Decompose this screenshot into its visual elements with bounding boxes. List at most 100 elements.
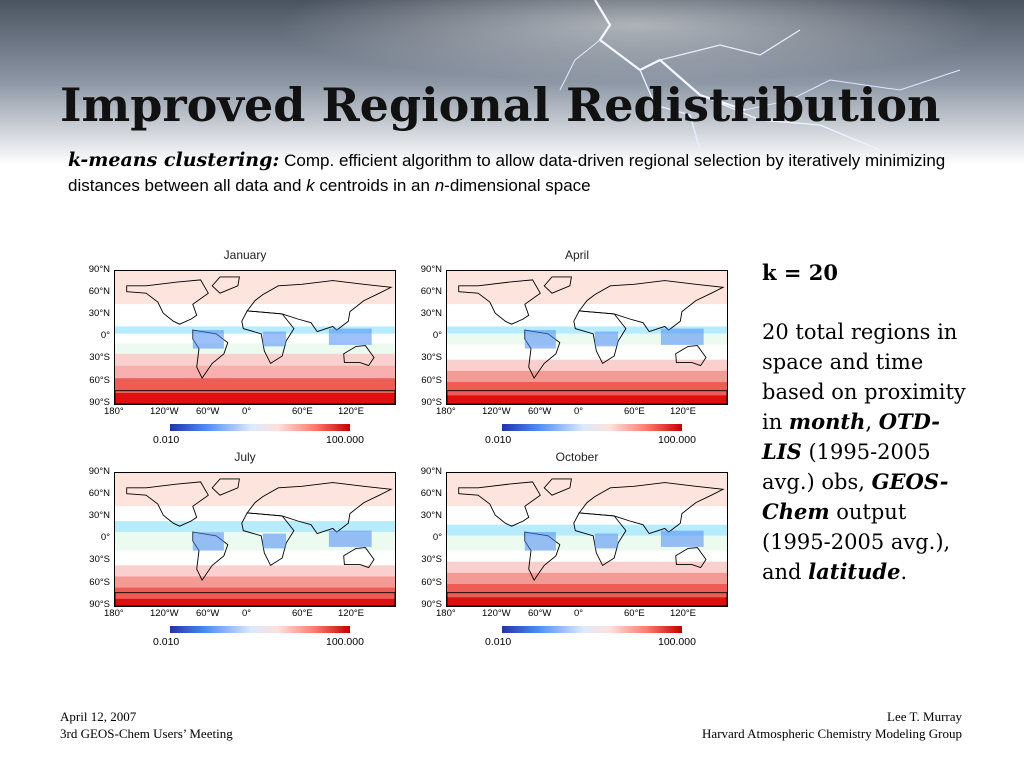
side-text-4: output (1995-2005 avg.), and: [762, 500, 951, 584]
latitude-tick-label: 30°S: [421, 554, 442, 565]
tropical-cluster: [594, 331, 619, 347]
colorbar: [170, 424, 350, 431]
footer-group: Harvard Atmospheric Chemistry Modeling G…: [702, 726, 962, 741]
latitude-band: [447, 381, 727, 396]
subtitle-text-3: -dimensional space: [444, 176, 591, 195]
latitude-band: [447, 370, 727, 382]
latitude-band: [447, 326, 727, 334]
cluster-map: [114, 472, 396, 607]
latitude-band: [115, 550, 395, 566]
longitude-tick-label: 0°: [242, 608, 252, 619]
latitude-band: [115, 343, 395, 354]
latitude-band: [447, 524, 727, 536]
cluster-map: [446, 270, 728, 405]
latitude-tick-label: 0°: [432, 330, 442, 341]
colorbar: [502, 424, 682, 431]
latitude-band: [115, 333, 395, 344]
continent-outline: [543, 478, 572, 496]
side-geos-chem: GEOS-Chem: [762, 469, 949, 524]
latitude-tick-label: 60°S: [89, 577, 110, 588]
longitude-tick-label: 0°: [574, 406, 584, 417]
tropical-cluster: [594, 533, 619, 549]
longitude-tick-label: 120°W: [150, 608, 179, 619]
colorbar-max-label: 100.000: [326, 434, 364, 446]
longitude-tick-label: 180°: [436, 406, 456, 417]
colorbar-min-label: 0.010: [153, 636, 180, 648]
map-panel-october: October 90°N 60°N 30°N 0° 30°S 60°S 90°S 180° 120…: [412, 450, 742, 655]
latitude-band: [115, 353, 395, 366]
longitude-tick-label: 180°: [104, 608, 124, 619]
latitude-tick-label: 90°S: [421, 397, 442, 408]
longitude-tick-label: 120°E: [670, 608, 696, 619]
continent-outline: [246, 280, 393, 333]
latitude-band: [115, 565, 395, 577]
footer-meeting: 3rd GEOS-Chem Users’ Meeting: [60, 726, 233, 741]
continent-outline: [246, 482, 393, 535]
latitude-tick-label: 90°N: [420, 466, 442, 477]
continent-outline: [115, 592, 395, 606]
latitude-band: [447, 359, 727, 371]
continent-outline: [578, 280, 725, 333]
latitude-band: [447, 572, 727, 584]
colorbar-min-label: 0.010: [153, 434, 180, 446]
longitude-tick-label: 60°E: [292, 608, 313, 619]
tropical-cluster: [524, 330, 556, 349]
latitude-band: [115, 304, 395, 327]
subtitle-k: k: [306, 176, 315, 195]
latitude-tick-label: 90°N: [420, 264, 442, 275]
longitude-tick-label: 120°W: [482, 406, 511, 417]
tropical-cluster: [328, 328, 372, 345]
colorbar-max-label: 100.000: [658, 434, 696, 446]
side-text-2: ,: [865, 410, 879, 434]
slide-title: Improved Regional Redistribution: [60, 78, 941, 132]
subtitle-text-2: centroids in an: [314, 176, 435, 195]
latitude-band: [115, 576, 395, 588]
map-panel-title: January: [223, 248, 267, 262]
colorbar-max-label: 100.000: [658, 636, 696, 648]
header-lightning-background: [0, 0, 1024, 165]
latitude-band: [447, 561, 727, 573]
continent-outline: [343, 547, 375, 569]
latitude-band: [115, 326, 395, 334]
side-text-3: (1995-2005 avg.) obs,: [762, 440, 931, 494]
continent-outline: [458, 481, 541, 527]
latitude-band: [115, 365, 395, 379]
latitude-band: [115, 473, 395, 507]
latitude-band: [447, 333, 727, 345]
longitude-tick-label: 60°W: [196, 608, 220, 619]
tropical-cluster: [660, 530, 704, 547]
latitude-tick-label: 30°S: [89, 352, 110, 363]
side-text-1: 20 total regions in space and time based…: [762, 320, 966, 434]
latitude-tick-label: 30°N: [88, 510, 110, 521]
latitude-band: [115, 378, 395, 393]
continent-outline: [447, 592, 727, 606]
tropical-cluster: [192, 532, 224, 551]
tropical-cluster: [328, 530, 372, 547]
longitude-tick-label: 0°: [574, 608, 584, 619]
latitude-band: [447, 395, 727, 404]
latitude-band: [115, 392, 395, 404]
side-otd-lis: OTD-LIS: [762, 409, 940, 464]
tropical-cluster: [192, 330, 224, 349]
latitude-band: [115, 521, 395, 533]
longitude-tick-label: 180°: [436, 608, 456, 619]
latitude-band: [115, 598, 395, 606]
latitude-band: [447, 344, 727, 360]
latitude-tick-label: 30°N: [88, 308, 110, 319]
latitude-tick-label: 60°N: [88, 488, 110, 499]
side-text-5: .: [900, 560, 908, 584]
latitude-tick-label: 30°N: [420, 510, 442, 521]
latitude-tick-label: 60°S: [421, 375, 442, 386]
latitude-tick-label: 60°N: [420, 286, 442, 297]
slide-subtitle: k-means clustering: Comp. efficient algo…: [68, 148, 968, 198]
continent-outline: [578, 482, 725, 535]
map-panel-april: April 90°N 60°N 30°N 0° 30°S 60°S 90°S 180° 120°W…: [412, 248, 742, 453]
latitude-band: [447, 271, 727, 305]
map-panel-title: October: [555, 450, 599, 464]
latitude-band: [447, 304, 727, 327]
continent-outline: [675, 547, 707, 569]
continent-outline: [126, 481, 209, 527]
continent-outline: [458, 279, 541, 325]
latitude-band: [115, 271, 395, 305]
footer-right: Lee T. Murray Harvard Atmospheric Chemis…: [702, 708, 962, 742]
